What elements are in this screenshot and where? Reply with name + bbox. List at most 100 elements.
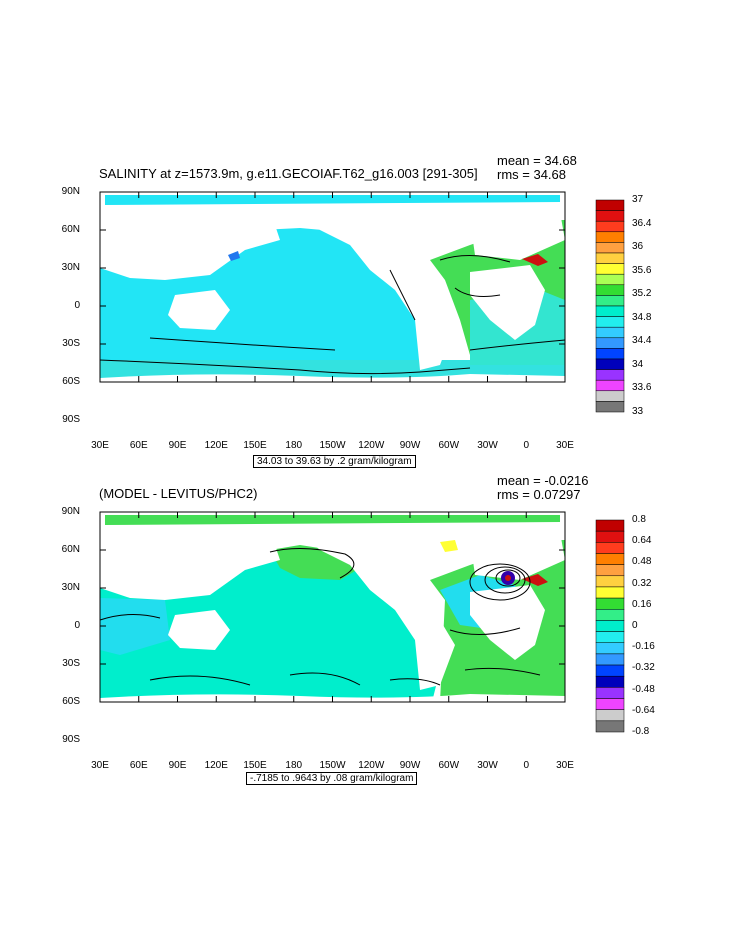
ocean-field	[100, 192, 565, 390]
colorbar-label: 33	[632, 406, 644, 417]
y-tick-label: 0	[74, 620, 80, 631]
rms-label: rms = 34.68	[497, 167, 567, 182]
colorbar-swatch	[595, 284, 625, 296]
colorbar-swatch	[595, 553, 625, 565]
sea-of-okhotsk	[228, 251, 240, 261]
x-tick-label: 30E	[91, 440, 109, 451]
colorbar-swatch	[595, 379, 625, 392]
southern-green	[100, 673, 400, 698]
tick-marks	[100, 512, 565, 702]
x-tick-label: 120W	[358, 440, 385, 451]
colorbar-label: -0.64	[632, 704, 655, 716]
colorbar-swatch	[595, 675, 625, 688]
y-tick-label: 0	[74, 300, 80, 311]
australia	[168, 290, 230, 330]
colorbar-label: 0	[632, 620, 638, 631]
colorbar-label: 0.32	[632, 577, 652, 589]
tick-marks	[100, 191, 565, 383]
y-tick-label: 30N	[61, 262, 80, 273]
colorbar-swatch	[595, 609, 625, 621]
colorbar-swatch	[595, 326, 625, 339]
colorbar-label: 0.8	[632, 514, 646, 525]
colorbar-label: 0.16	[632, 598, 652, 610]
y-tick-label: 30S	[62, 338, 80, 349]
colorbar-label: 36.4	[632, 217, 652, 229]
colorbar-label: 37	[632, 194, 644, 205]
mean-label: mean = 34.68	[497, 153, 577, 168]
indian-cyan	[100, 598, 170, 655]
y-tick-label: 90N	[61, 186, 80, 197]
x-tick-label: 150W	[319, 440, 346, 451]
colorbar-swatch	[595, 305, 625, 317]
colorbar-swatch	[595, 401, 625, 413]
colorbar-label: 34	[632, 358, 644, 370]
x-tick-label: 150E	[243, 760, 267, 771]
y-tick-label: 90N	[61, 506, 80, 517]
x-tick-label: 30E	[91, 760, 109, 771]
colorbar-label: 35.6	[632, 264, 652, 276]
colorbar-swatch	[595, 316, 625, 328]
colorbar-swatch	[595, 620, 625, 632]
y-tick-label: 60N	[61, 224, 80, 235]
salinity-map	[99, 191, 625, 413]
rms-label: rms = 0.07297	[497, 487, 581, 502]
colorbar-label: 0.48	[632, 556, 652, 568]
colorbar	[595, 199, 625, 413]
x-tick-label: 30W	[477, 760, 498, 771]
colorbar-label: 34.8	[632, 311, 652, 323]
colorbar-label: 36	[632, 241, 644, 253]
colorbar-swatch	[595, 369, 625, 381]
asia	[100, 530, 280, 600]
x-tick-label: 60E	[129, 440, 148, 451]
x-tick-label: 30E	[556, 440, 574, 451]
x-tick-label: 90E	[168, 760, 187, 771]
colorbar-swatch	[595, 720, 625, 733]
x-tick-label: 60W	[438, 440, 460, 451]
difference-map	[99, 511, 625, 733]
x-tick-label: 150W	[319, 760, 346, 771]
contour-info: -.7185 to .9643 by .08 gram/kilogram	[246, 772, 418, 785]
colorbar-label: 0.64	[632, 535, 652, 547]
colorbar-swatch	[595, 390, 625, 402]
europe	[470, 212, 565, 260]
y-tick-label: 30N	[61, 582, 80, 593]
arctic-strip	[105, 515, 560, 525]
stats: mean = -0.0216 rms = 0.07297	[497, 474, 588, 502]
colorbar-swatch	[595, 210, 625, 222]
y-tick-label: 90S	[62, 414, 80, 425]
europe	[470, 532, 565, 580]
x-tick-label: 60E	[129, 760, 148, 771]
y-tick-label: 60N	[61, 544, 80, 555]
colorbar-swatch	[595, 653, 625, 666]
colorbar-swatch	[595, 664, 625, 677]
colorbar	[595, 519, 625, 733]
colorbar-swatch	[595, 530, 625, 543]
x-tick-label: 120E	[204, 760, 228, 771]
colorbar-swatch	[595, 542, 625, 554]
labrador-yellow	[440, 540, 458, 552]
contours	[99, 547, 541, 686]
x-tick-label: 180	[285, 760, 303, 771]
x-tick-label: 90E	[168, 440, 187, 451]
salinity-panel: SALINITY at z=1573.9m, g.e11.GECOIAF.T62…	[0, 150, 733, 470]
x-tick-label: 120W	[358, 760, 385, 771]
colorbar-swatch	[595, 263, 625, 275]
y-tick-label: 90S	[62, 734, 80, 745]
colorbar-swatch	[595, 642, 625, 655]
mediterranean-outflow	[522, 254, 548, 266]
colorbar-swatch	[595, 242, 625, 254]
y-tick-label: 60S	[62, 696, 80, 707]
colorbar-swatch	[595, 631, 625, 643]
colorbar-label: -0.16	[632, 641, 655, 653]
ocean-field	[100, 512, 565, 710]
colorbar-swatch	[595, 220, 625, 233]
colorbar-label: 33.6	[632, 382, 652, 394]
contour-info: 34.03 to 39.63 by .2 gram/kilogram	[253, 455, 416, 468]
asia	[100, 210, 280, 280]
x-tick-label: 30W	[477, 440, 498, 451]
x-tick-label: 150E	[243, 440, 267, 451]
x-tick-label: 0	[523, 440, 530, 451]
colorbar-swatch	[595, 687, 625, 699]
africa	[470, 585, 545, 660]
panel-title: (MODEL - LEVITUS/PHC2)	[99, 486, 258, 501]
